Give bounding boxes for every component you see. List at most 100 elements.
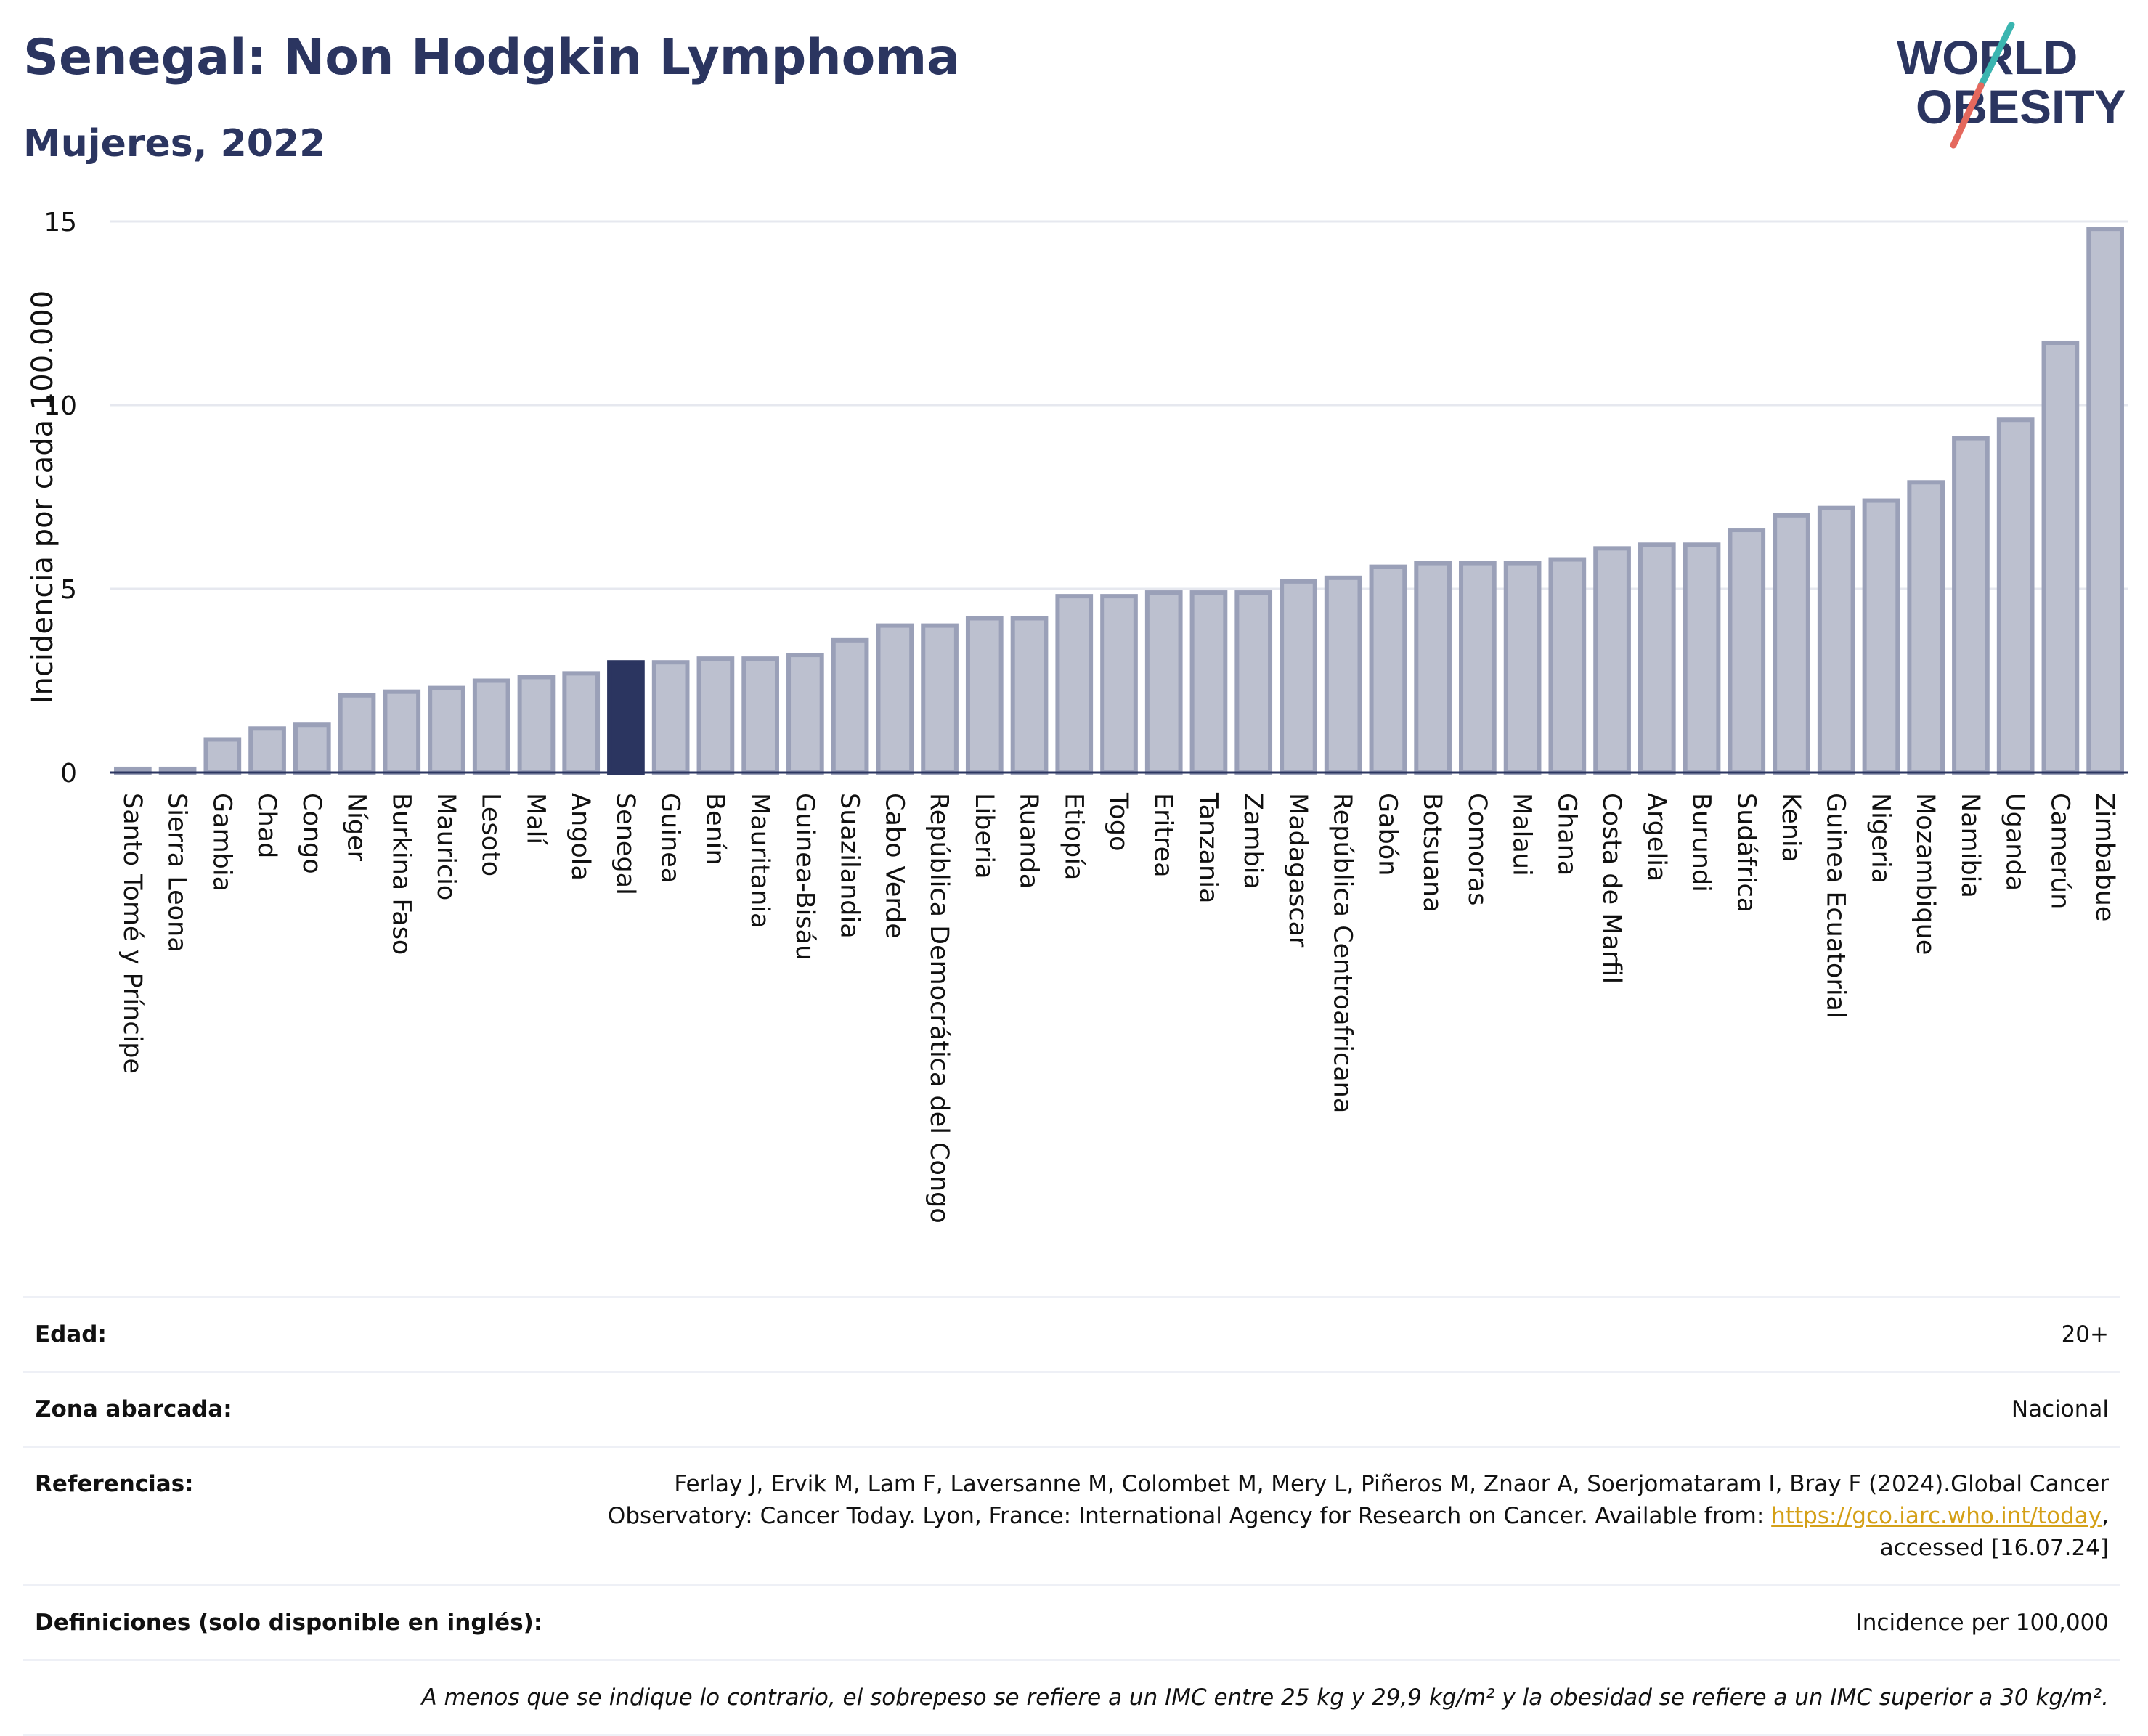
x-tick-label: Angola: [566, 793, 595, 881]
x-tick-label: Botsuana: [1417, 793, 1447, 913]
bar: [1010, 616, 1049, 775]
x-tick-label: Congo: [297, 793, 326, 874]
references-link[interactable]: https://gco.iarc.who.int/today: [1771, 1503, 2102, 1529]
bar: [562, 671, 601, 775]
x-tick-label: Malaui: [1508, 793, 1537, 876]
bar: [472, 678, 510, 775]
x-tick-label: Burkina Faso: [386, 793, 415, 955]
references-text-1: Ferlay J, Ervik M, Lam F, Laversanne M, …: [674, 1471, 2109, 1497]
x-tick-label: Zimbabue: [2090, 793, 2119, 921]
x-tick-label: Sierra Leona: [163, 793, 192, 953]
x-tick-label: Mozambique: [1911, 793, 1940, 955]
x-tick-label: Cabo Verde: [879, 793, 908, 939]
references-text-3: ,: [2102, 1503, 2109, 1529]
x-tick-label: Gabón: [1372, 793, 1402, 876]
bar: [1503, 561, 1542, 775]
x-tick-label: Chad: [252, 793, 281, 858]
logo-slash-bottom: [1950, 82, 1985, 149]
x-tick-label: Níger: [342, 793, 371, 862]
bar: [1459, 561, 1497, 775]
meta-row-note: A menos que se indique lo contrario, el …: [23, 1659, 2120, 1734]
bar: [1100, 594, 1138, 775]
x-tick-label: Eritrea: [1149, 793, 1178, 878]
bar: [2086, 227, 2124, 775]
bar: [741, 656, 779, 775]
y-tick-label: 0: [60, 759, 77, 788]
meta-row-age: Edad: 20+: [23, 1296, 2120, 1371]
x-tick-label: Guinea: [656, 793, 685, 883]
chart-subtitle: Mujeres, 2022: [23, 122, 326, 166]
references-value: Ferlay J, Ervik M, Lam F, Laversanne M, …: [608, 1468, 2109, 1564]
x-tick-label: Kenia: [1776, 793, 1805, 863]
age-label: Edad:: [35, 1321, 107, 1348]
meta-row-references: Referencias: Ferlay J, Ervik M, Lam F, L…: [23, 1446, 2120, 1584]
bar: [1683, 542, 1721, 775]
x-tick-label: Sudáfrica: [1731, 793, 1760, 913]
x-tick-label: República Centroafricana: [1328, 793, 1357, 1113]
bar: [428, 685, 465, 775]
bar-chart: 0 5 10 15 Incidencia por cada 100.000 Santo T…: [26, 208, 2128, 1223]
x-tick-label: Guinea Ecuatorial: [1821, 793, 1850, 1019]
bar: [383, 689, 421, 775]
bar: [1862, 498, 1900, 775]
bar: [1638, 542, 1676, 775]
bar: [1280, 579, 1317, 775]
bar: [696, 656, 735, 775]
bar: [651, 660, 690, 775]
bar: [338, 693, 376, 775]
bar: [1593, 546, 1631, 775]
bar: [1548, 557, 1587, 775]
x-tick-label: Tanzania: [1193, 792, 1222, 903]
metadata-table: Edad: 20+ Zona abarcada: Nacional Refere…: [23, 1296, 2120, 1736]
x-tick-label: Zambia: [1238, 793, 1267, 889]
x-tick-label: Uganda: [2001, 793, 2030, 891]
obesity-definition-note: A menos que se indique lo contrario, el …: [421, 1684, 2109, 1711]
bar: [1907, 480, 1945, 775]
references-text-4: accessed [16.07.24]: [1879, 1535, 2109, 1561]
bar: [1996, 417, 2035, 775]
x-tick-label: Madagascar: [1283, 793, 1312, 948]
area-value: Nacional: [2011, 1396, 2109, 1422]
bar: [1952, 436, 1990, 775]
bar: [1817, 505, 1855, 775]
y-tick-label: 15: [44, 208, 77, 237]
references-text-2: Observatory: Cancer Today. Lyon, France:…: [607, 1503, 1772, 1529]
x-tick-label: Costa de Marfil: [1597, 793, 1626, 984]
logo-word-obesity: OBESITY: [1916, 80, 2126, 134]
bar: [921, 623, 959, 775]
world-obesity-logo: WORLD OBESITY: [1897, 22, 2126, 149]
bar: [831, 637, 869, 775]
bar: [1773, 513, 1810, 775]
meta-row-area: Zona abarcada: Nacional: [23, 1371, 2120, 1446]
y-axis-label: Incidencia por cada 100.000: [26, 290, 60, 704]
x-tick-label: Mauricio: [431, 793, 460, 900]
x-tick-label: Ruanda: [1014, 793, 1044, 889]
bar: [1324, 575, 1362, 775]
bar: [1144, 590, 1183, 775]
x-tick-label: Guinea-Bisáu: [790, 793, 819, 961]
x-tick-label: Togo: [1104, 792, 1133, 851]
x-tick-label: Mauritania: [745, 793, 774, 928]
x-tick-label: Malí: [521, 793, 550, 845]
bar: [1414, 561, 1452, 775]
bar: [786, 653, 824, 775]
x-tick-label: Senegal: [611, 793, 640, 895]
x-tick-label: Namibia: [1956, 793, 1985, 898]
bar: [1369, 564, 1407, 775]
x-tick-label: Suazilandia: [835, 793, 864, 939]
x-tick-label: Gambia: [207, 793, 236, 892]
bar: [517, 675, 556, 775]
bar: [203, 737, 242, 775]
definitions-value: Incidence per 100,000: [1855, 1610, 2109, 1636]
age-value: 20+: [2061, 1321, 2109, 1348]
bar: [1728, 528, 1766, 775]
bar: [1234, 590, 1273, 775]
x-tick-label: Ghana: [1552, 793, 1581, 876]
references-label: Referencias:: [35, 1471, 194, 1497]
chart-title: Senegal: Non Hodgkin Lymphoma: [23, 29, 961, 86]
x-tick-label: Lesoto: [476, 793, 505, 876]
bar: [2041, 340, 2080, 775]
definitions-label: Definiciones (solo disponible en inglés)…: [35, 1610, 543, 1636]
logo-slash-top: [1977, 22, 2015, 89]
x-tick-label: Comoras: [1462, 793, 1492, 905]
